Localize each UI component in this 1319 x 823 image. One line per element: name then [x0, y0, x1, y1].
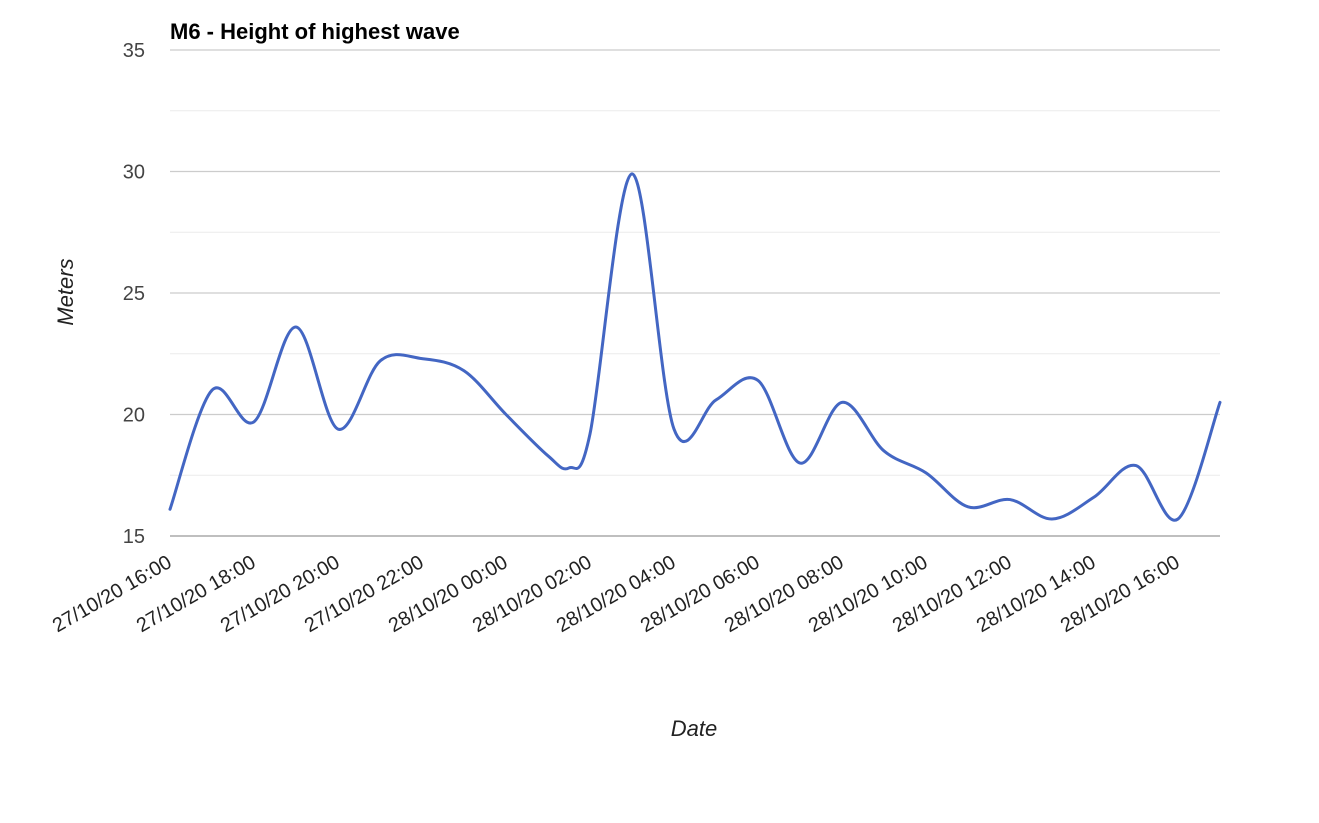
chart-title: M6 - Height of highest wave [170, 19, 460, 44]
series-line [168, 172, 1222, 522]
y-tick-label: 15 [123, 526, 145, 548]
y-tick-label: 25 [123, 283, 145, 305]
y-tick-label: 30 [123, 162, 145, 184]
y-tick-label: 20 [123, 405, 145, 427]
y-axis-ticks: 15 20 25 30 35 [123, 40, 145, 548]
y-axis-label: Meters [53, 258, 78, 325]
x-axis-label: Date [671, 716, 717, 741]
y-tick-label: 35 [123, 40, 145, 62]
gridlines [170, 49, 1220, 537]
